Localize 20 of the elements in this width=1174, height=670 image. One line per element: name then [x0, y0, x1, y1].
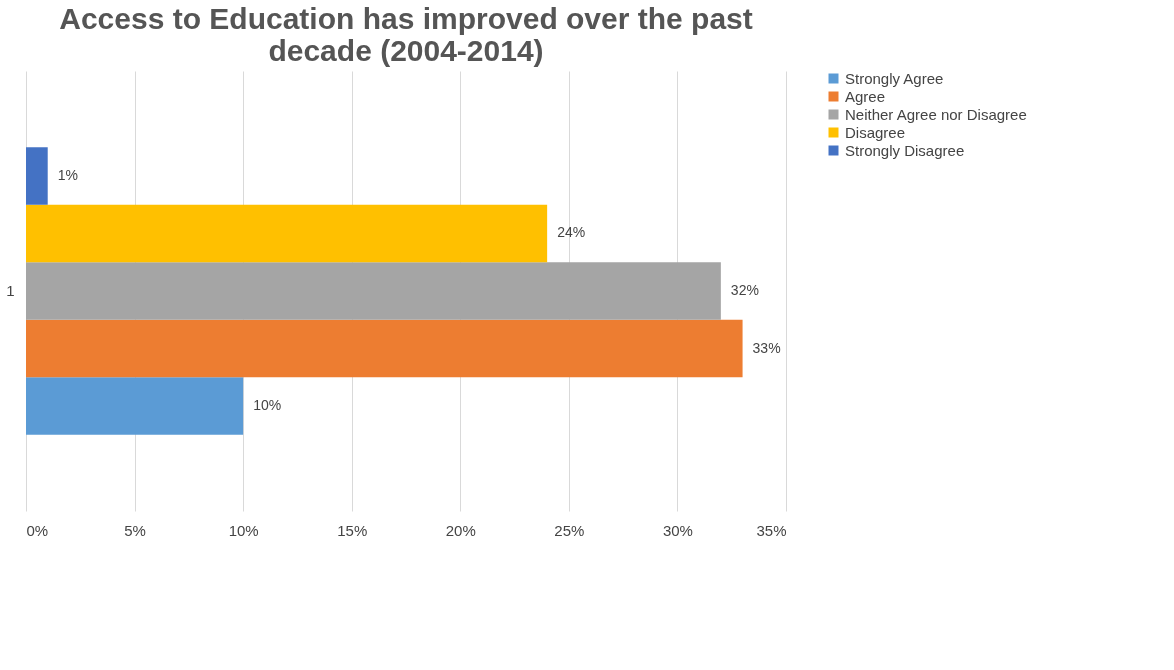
x-tick-label: 30% — [662, 521, 693, 539]
data-label: 32% — [730, 282, 759, 298]
data-label: 33% — [752, 339, 781, 356]
legend-label: Neither Agree nor Disagree — [845, 105, 1027, 123]
x-tick-label: 20% — [445, 521, 476, 539]
legend-label: Agree — [845, 87, 886, 105]
legend-label: Strongly Disagree — [845, 141, 965, 159]
x-tick-label: 5% — [124, 521, 146, 539]
x-tick-label: 10% — [228, 521, 259, 539]
data-label: 1% — [57, 166, 78, 183]
x-tick-label: 15% — [337, 521, 368, 539]
x-tick-label: 35% — [756, 521, 787, 539]
chart-title: Access to Education has improved over the past decade (2004-2014) — [59, 2, 753, 67]
x-tick-label: 0% — [26, 521, 49, 539]
x-tick-label: 25% — [554, 521, 585, 539]
data-label: 10% — [253, 397, 282, 414]
legend-label: Strongly Agree — [845, 69, 944, 87]
y-tick-label: 1 — [6, 282, 15, 299]
legend-label: Disagree — [845, 123, 906, 141]
data-label: 24% — [557, 224, 586, 241]
